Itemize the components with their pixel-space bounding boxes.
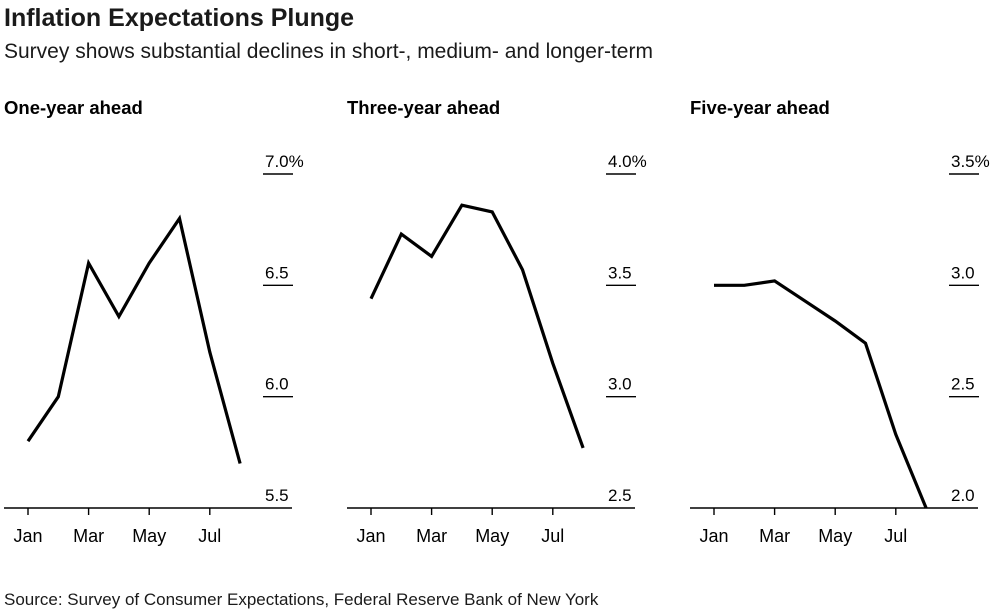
y-tick-label: 7.0% — [265, 152, 304, 171]
x-tick-label: Mar — [759, 526, 790, 546]
chart-three-year: 2.5 3.0 3.5 4.0% Jan Mar May Jul — [347, 152, 647, 546]
series-line — [369, 203, 585, 449]
chart-title: Inflation Expectations Plunge — [4, 4, 355, 32]
panel-three-year: Three-year ahead 2.5 3.0 3.5 4.0% Jan Mar May J… — [347, 95, 667, 565]
chart-five-year: 2.0 2.5 3.0 3.5% Jan Mar May Jul — [690, 152, 990, 546]
panel-one-year: One-year ahead 5.5 6.0 6.5 7.0% Jan Mar May Jul — [4, 95, 324, 565]
x-tick-label: May — [818, 526, 852, 546]
series-line — [714, 279, 928, 509]
y-tick-label: 6.5 — [265, 263, 289, 282]
panel-title-one-year: One-year ahead — [4, 97, 143, 118]
x-tick-label: Jan — [356, 526, 385, 546]
x-tick-label: Jan — [13, 526, 42, 546]
chart-subtitle: Survey shows substantial declines in sho… — [4, 40, 653, 63]
x-tick-label: Mar — [73, 526, 104, 546]
y-tick-label: 6.0 — [265, 375, 289, 394]
panel-five-year: Five-year ahead 2.0 2.5 3.0 3.5% Jan Mar May Ju… — [690, 95, 1001, 565]
x-tick-label: Jul — [541, 526, 564, 546]
x-tick-label: May — [132, 526, 166, 546]
y-tick-label: 2.5 — [951, 375, 975, 394]
y-tick-label: 3.0 — [608, 375, 632, 394]
y-tick-label: 4.0% — [608, 152, 647, 171]
y-tick-label: 3.5 — [608, 263, 632, 282]
x-tick-label: Mar — [416, 526, 447, 546]
x-tick-label: Jul — [198, 526, 221, 546]
panel-title-five-year: Five-year ahead — [690, 97, 830, 118]
x-tick-label: May — [475, 526, 509, 546]
y-tick-label: 3.5% — [951, 152, 990, 171]
source-note: Source: Survey of Consumer Expectations,… — [4, 590, 599, 609]
series-line — [26, 214, 242, 464]
x-tick-label: Jan — [699, 526, 728, 546]
y-tick-label: 5.5 — [265, 486, 289, 505]
panel-title-three-year: Three-year ahead — [347, 97, 501, 118]
y-tick-label: 3.0 — [951, 263, 975, 282]
x-tick-label: Jul — [884, 526, 907, 546]
y-tick-label: 2.5 — [608, 486, 632, 505]
chart-one-year: 5.5 6.0 6.5 7.0% Jan Mar May Jul — [4, 152, 304, 546]
y-tick-label: 2.0 — [951, 486, 975, 505]
